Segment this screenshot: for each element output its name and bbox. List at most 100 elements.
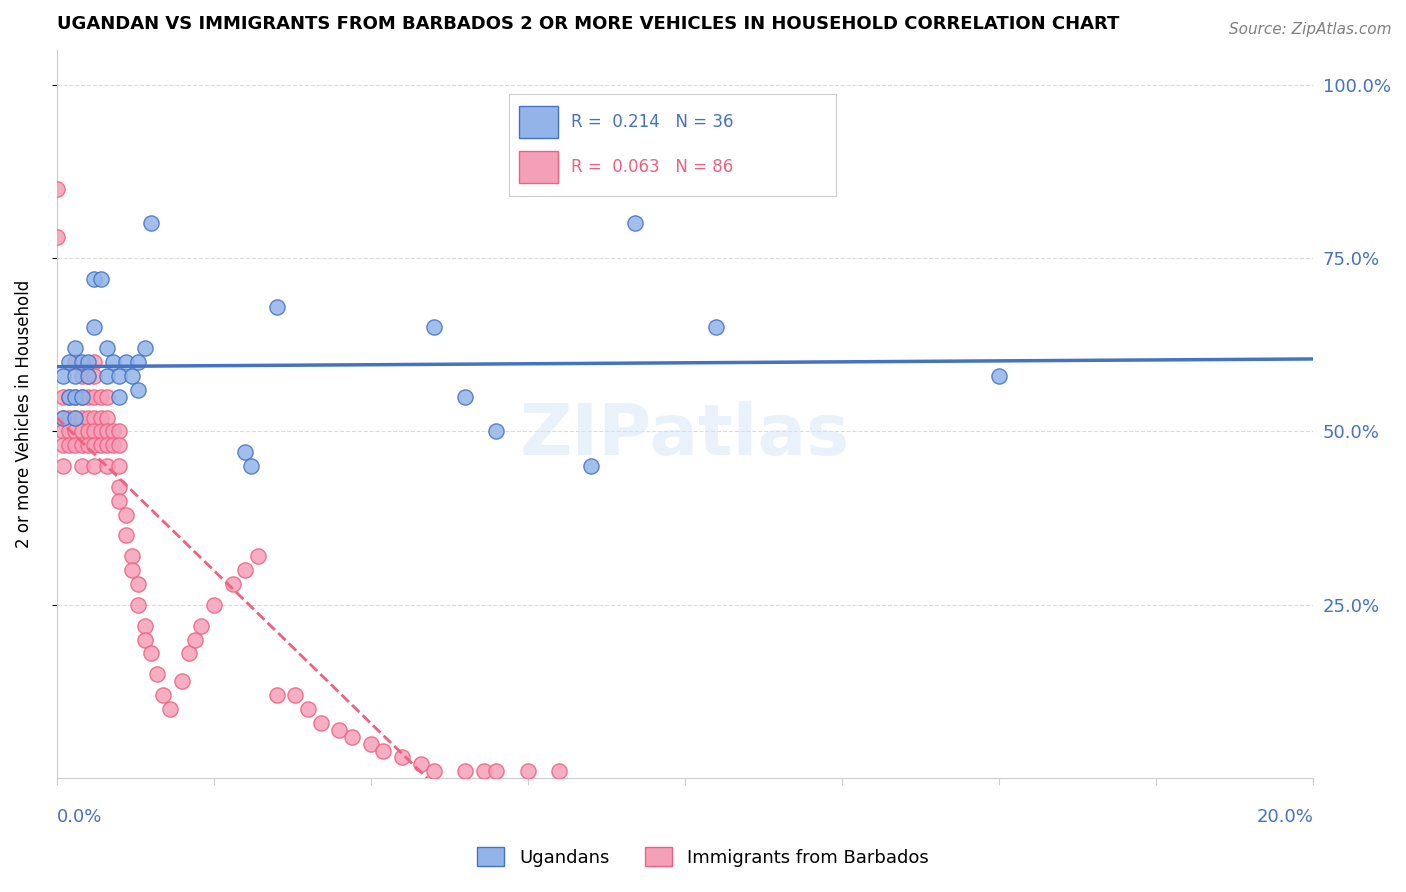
Point — [65, 410, 87, 425]
Point — [90, 410, 112, 425]
Point — [83, 355, 105, 369]
Point — [90, 425, 112, 439]
Text: Source: ZipAtlas.com: Source: ZipAtlas.com — [1229, 22, 1392, 37]
Point — [65, 368, 87, 383]
Point — [70, 459, 93, 474]
Point — [108, 368, 131, 383]
Point — [70, 368, 93, 383]
Point — [90, 438, 112, 452]
Point — [96, 341, 118, 355]
Point — [70, 438, 93, 452]
Point — [152, 688, 174, 702]
Point — [77, 425, 100, 439]
Point — [284, 688, 307, 702]
Point — [184, 632, 207, 647]
Point — [548, 764, 571, 779]
Point — [96, 425, 118, 439]
Point — [96, 438, 118, 452]
Point — [108, 459, 131, 474]
Point — [58, 390, 80, 404]
Point — [65, 390, 87, 404]
Point — [134, 341, 156, 355]
Point — [70, 390, 93, 404]
Point — [233, 445, 256, 459]
Point — [114, 355, 136, 369]
Point — [96, 410, 118, 425]
Point — [139, 647, 162, 661]
Point — [177, 647, 200, 661]
Point — [240, 459, 263, 474]
Point — [114, 528, 136, 542]
Point — [485, 764, 508, 779]
Point — [579, 459, 602, 474]
Point — [45, 230, 67, 244]
Point — [121, 368, 143, 383]
Point — [83, 459, 105, 474]
Point — [988, 368, 1011, 383]
Point — [108, 493, 131, 508]
Point — [65, 438, 87, 452]
Point — [127, 383, 149, 397]
Legend: Ugandans, Immigrants from Barbados: Ugandans, Immigrants from Barbados — [470, 840, 936, 874]
Point — [409, 757, 432, 772]
Point — [127, 355, 149, 369]
Point — [146, 667, 169, 681]
Point — [83, 368, 105, 383]
Point — [114, 508, 136, 522]
Point — [373, 743, 395, 757]
Point — [101, 438, 124, 452]
Point — [52, 410, 75, 425]
Point — [172, 674, 194, 689]
Point — [485, 425, 508, 439]
Point — [52, 368, 75, 383]
Point — [340, 730, 363, 744]
Point — [266, 688, 288, 702]
Point — [108, 390, 131, 404]
Point — [233, 563, 256, 577]
Point — [159, 702, 181, 716]
Point — [45, 181, 67, 195]
Point — [96, 390, 118, 404]
Point — [77, 410, 100, 425]
Point — [77, 355, 100, 369]
Point — [108, 480, 131, 494]
Point — [70, 390, 93, 404]
Point — [96, 368, 118, 383]
Point — [65, 341, 87, 355]
Point — [360, 737, 382, 751]
Point — [52, 438, 75, 452]
Point — [70, 355, 93, 369]
Point — [77, 438, 100, 452]
Point — [454, 390, 477, 404]
Text: UGANDAN VS IMMIGRANTS FROM BARBADOS 2 OR MORE VEHICLES IN HOUSEHOLD CORRELATION : UGANDAN VS IMMIGRANTS FROM BARBADOS 2 OR… — [56, 15, 1119, 33]
Point — [83, 390, 105, 404]
Point — [190, 618, 212, 632]
Point — [58, 390, 80, 404]
Text: ZIPatlas: ZIPatlas — [520, 401, 851, 470]
Point — [101, 425, 124, 439]
Point — [328, 723, 350, 737]
Point — [134, 632, 156, 647]
Point — [58, 355, 80, 369]
Point — [77, 368, 100, 383]
Point — [391, 750, 413, 764]
Y-axis label: 2 or more Vehicles in Household: 2 or more Vehicles in Household — [15, 280, 32, 549]
Point — [202, 598, 225, 612]
Point — [139, 216, 162, 230]
Point — [516, 764, 538, 779]
Point — [70, 425, 93, 439]
Point — [96, 459, 118, 474]
Point — [297, 702, 319, 716]
Point — [454, 764, 477, 779]
Point — [108, 438, 131, 452]
Point — [422, 764, 444, 779]
Point — [121, 563, 143, 577]
Point — [127, 577, 149, 591]
Point — [121, 549, 143, 564]
Point — [83, 438, 105, 452]
Point — [77, 368, 100, 383]
Point — [52, 410, 75, 425]
Point — [52, 390, 75, 404]
Text: 20.0%: 20.0% — [1257, 808, 1313, 826]
Point — [58, 438, 80, 452]
